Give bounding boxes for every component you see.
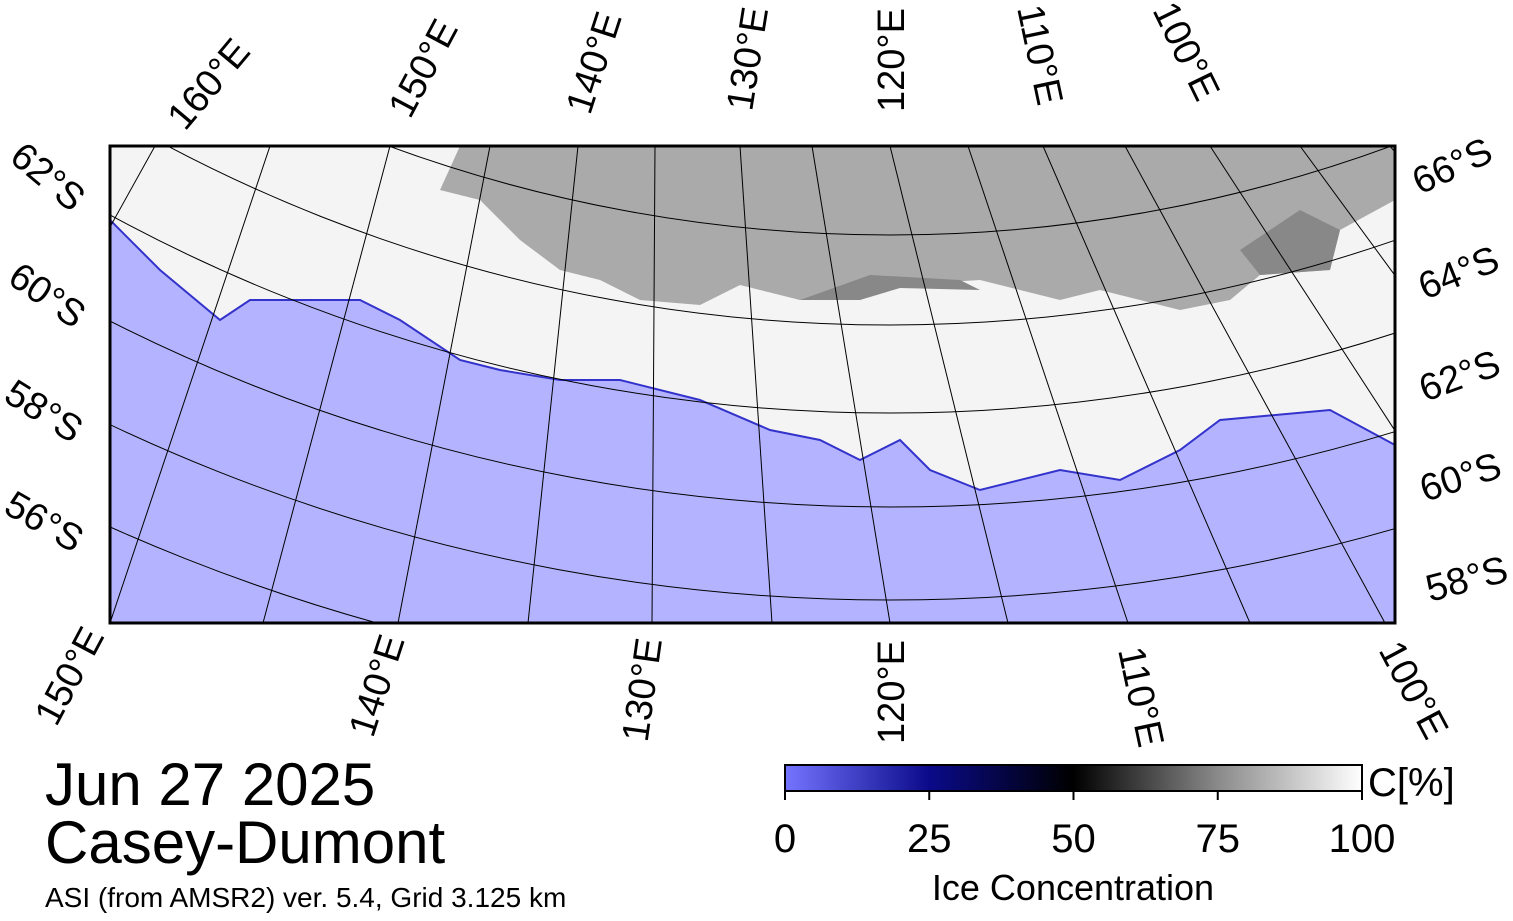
map-frame bbox=[108, 144, 1397, 625]
coordinate-label: 150°E bbox=[27, 621, 113, 733]
coordinate-label: 150°E bbox=[381, 13, 467, 125]
coordinate-label: 60°S bbox=[1, 255, 93, 337]
meridian bbox=[889, 146, 1009, 623]
coordinate-label: 120°E bbox=[871, 640, 913, 744]
meridian bbox=[1042, 146, 1251, 623]
coordinate-label: 140°E bbox=[341, 630, 413, 742]
colorbar-tick-label: 100 bbox=[1329, 817, 1396, 861]
coordinate-label: 64°S bbox=[1413, 238, 1506, 308]
colorbar-unit: C[%] bbox=[1368, 761, 1455, 805]
graticule bbox=[110, 146, 1395, 623]
meridian bbox=[110, 146, 271, 623]
meridian bbox=[1209, 146, 1395, 432]
map-body bbox=[110, 146, 1395, 623]
meridian bbox=[739, 146, 773, 623]
colorbar-tick-label: 50 bbox=[1051, 817, 1096, 861]
coordinate-label: 62°S bbox=[2, 135, 92, 220]
meridian bbox=[262, 146, 391, 623]
colorbar-label: Ice Concentration bbox=[932, 867, 1214, 908]
coordinate-label: 58°S bbox=[0, 372, 90, 452]
coordinate-label: 62°S bbox=[1414, 343, 1506, 411]
coordinate-label: 110°E bbox=[1109, 643, 1171, 751]
coordinate-label: 56°S bbox=[0, 483, 90, 561]
coordinate-label: 100°E bbox=[1144, 0, 1227, 107]
colorbar bbox=[784, 764, 1363, 792]
parallel bbox=[167, 146, 1395, 326]
coordinate-label: 130°E bbox=[719, 4, 777, 113]
coordinate-label: 140°E bbox=[559, 7, 631, 119]
parallel bbox=[110, 213, 1395, 414]
coordinate-label: 58°S bbox=[1421, 549, 1512, 611]
meridian bbox=[397, 146, 491, 623]
meridian bbox=[527, 146, 579, 623]
land bbox=[440, 146, 1395, 310]
coordinate-label: 110°E bbox=[1008, 1, 1070, 109]
coordinate-label: 66°S bbox=[1406, 130, 1499, 203]
meridian bbox=[967, 146, 1129, 623]
colorbar-tick-label: 0 bbox=[774, 817, 796, 861]
colorbar-tick-label: 75 bbox=[1196, 817, 1241, 861]
meridian bbox=[651, 146, 656, 623]
coordinate-label: 100°E bbox=[1370, 635, 1456, 747]
coordinate-label: 130°E bbox=[615, 635, 671, 744]
meridian bbox=[1299, 146, 1395, 277]
ice-shelf bbox=[800, 210, 1340, 300]
meridian bbox=[811, 146, 891, 623]
region: Casey-Dumont bbox=[45, 809, 445, 876]
colorbar-tick-label: 25 bbox=[907, 817, 952, 861]
coordinate-label: 60°S bbox=[1415, 445, 1507, 511]
parallel bbox=[388, 146, 1392, 236]
coordinate-label: 160°E bbox=[160, 31, 259, 138]
date: Jun 27 2025 bbox=[45, 751, 375, 818]
source: ASI (from AMSR2) ver. 5.4, Grid 3.125 km bbox=[45, 882, 566, 913]
coordinate-label: 120°E bbox=[871, 8, 913, 112]
